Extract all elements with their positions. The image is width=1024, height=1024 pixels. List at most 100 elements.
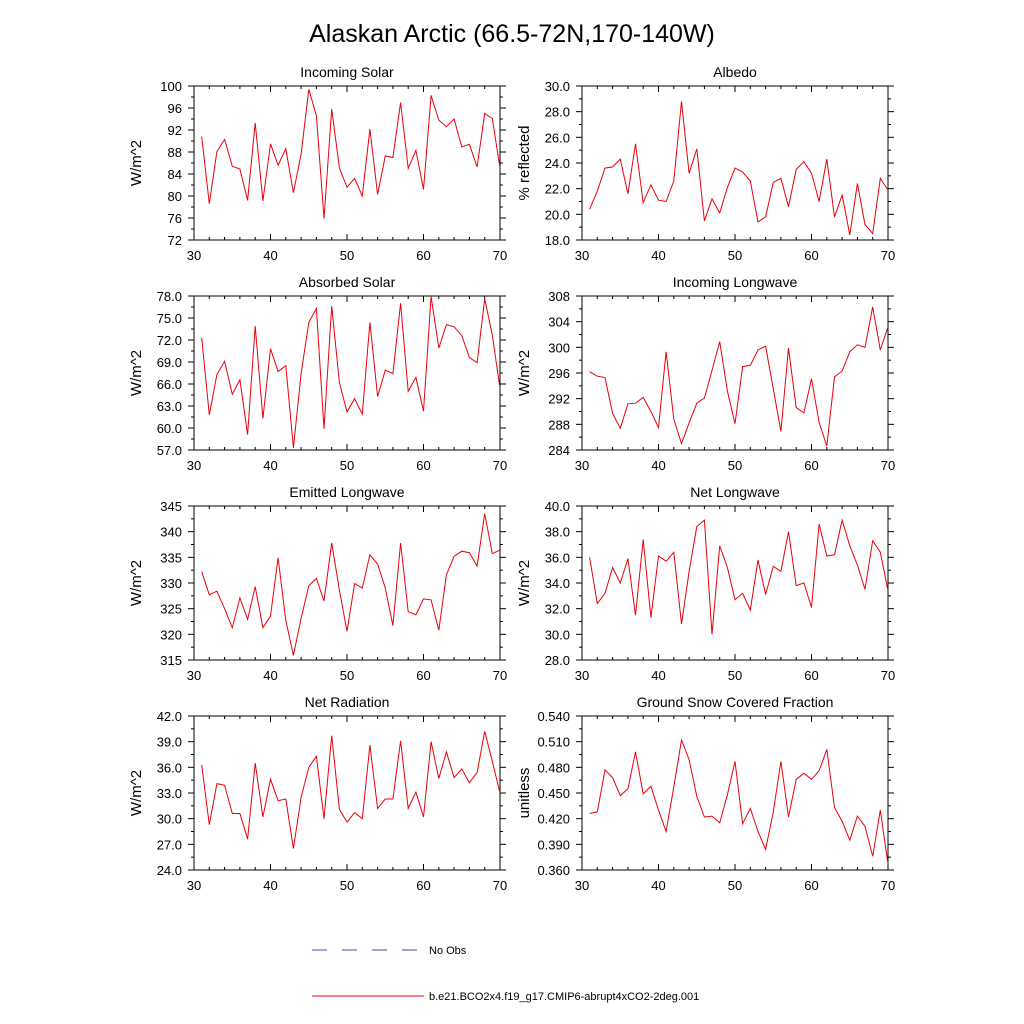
y-tick-label: 76 [168, 211, 182, 226]
x-tick-label: 60 [416, 668, 430, 683]
y-axis-label: unitless [516, 768, 533, 819]
plot-frame [581, 85, 889, 241]
y-tick-label: 288 [548, 417, 570, 432]
x-tick-label: 60 [804, 878, 818, 893]
y-tick-label: 36.0 [157, 760, 182, 775]
x-tick-label: 60 [804, 458, 818, 473]
y-tick-label: 20.0 [545, 207, 570, 222]
x-tick-label: 60 [804, 248, 818, 263]
x-tick-label: 30 [187, 878, 201, 893]
x-tick-label: 50 [340, 668, 354, 683]
y-tick-label: 30.0 [545, 627, 570, 642]
y-tick-label: 0.420 [537, 812, 570, 827]
panel-title: Emitted Longwave [289, 484, 404, 500]
x-tick-label: 70 [493, 458, 507, 473]
x-tick-label: 70 [881, 668, 895, 683]
y-tick-label: 96 [168, 101, 182, 116]
x-tick-label: 60 [804, 668, 818, 683]
y-tick-label: 72.0 [157, 333, 182, 348]
y-tick-label: 28.0 [545, 653, 570, 668]
y-axis-label: W/m^2 [516, 560, 533, 606]
x-tick-label: 40 [263, 878, 277, 893]
x-tick-label: 70 [881, 248, 895, 263]
legend-label-no-obs: No Obs [429, 945, 467, 957]
y-tick-label: 24.0 [157, 863, 182, 878]
panel-title: Ground Snow Covered Fraction [637, 694, 834, 710]
panel-title: Albedo [713, 64, 757, 80]
y-tick-label: 38.0 [545, 525, 570, 540]
x-tick-label: 40 [263, 668, 277, 683]
y-tick-label: 300 [548, 340, 570, 355]
y-tick-label: 63.0 [157, 399, 182, 414]
x-tick-label: 60 [416, 458, 430, 473]
x-tick-label: 50 [728, 248, 742, 263]
x-tick-label: 30 [575, 458, 589, 473]
y-tick-label: 0.480 [537, 760, 570, 775]
x-tick-label: 40 [651, 878, 665, 893]
x-tick-label: 70 [493, 668, 507, 683]
x-tick-label: 70 [881, 458, 895, 473]
y-tick-label: 34.0 [545, 576, 570, 591]
y-tick-label: 315 [160, 653, 182, 668]
y-tick-label: 304 [548, 315, 570, 330]
y-tick-label: 100 [160, 79, 182, 94]
panel-ground-snow-covered-fraction: Ground Snow Covered Fraction unitless 30 40… [516, 694, 895, 893]
y-tick-label: 26.0 [545, 130, 570, 145]
x-tick-label: 50 [340, 248, 354, 263]
plot-frame [193, 85, 501, 241]
y-tick-label: 22.0 [545, 182, 570, 197]
x-tick-label: 30 [575, 668, 589, 683]
y-tick-label: 335 [160, 550, 182, 565]
y-tick-label: 39.0 [157, 735, 182, 750]
y-tick-label: 0.540 [537, 709, 570, 724]
y-tick-label: 92 [168, 123, 182, 138]
y-tick-label: 33.0 [157, 786, 182, 801]
y-tick-label: 345 [160, 499, 182, 514]
y-tick-label: 27.0 [157, 837, 182, 852]
figure-title: Alaskan Arctic (66.5-72N,170-140W) [309, 20, 715, 48]
y-tick-label: 40.0 [545, 499, 570, 514]
panel-title: Incoming Longwave [673, 274, 798, 290]
x-tick-label: 60 [416, 878, 430, 893]
y-tick-label: 325 [160, 602, 182, 617]
x-tick-label: 50 [728, 668, 742, 683]
panel-title: Incoming Solar [300, 64, 394, 80]
series-line-absorbed-solar [201, 296, 501, 448]
legend: No Obs b.e21.BCO2x4.f19_g17.CMIP6-abrupt… [312, 945, 699, 1003]
y-tick-label: 18.0 [545, 233, 570, 248]
panel-albedo: Albedo % reflected 30 40 50 60 70 18.0 20.0 22.0 2… [516, 64, 895, 263]
y-axis-label: W/m^2 [128, 350, 145, 396]
y-axis-label: % reflected [516, 125, 533, 200]
y-tick-label: 80 [168, 189, 182, 204]
plot-frame [193, 295, 501, 451]
y-axis-label: W/m^2 [128, 560, 145, 606]
y-tick-label: 36.0 [545, 550, 570, 565]
panel-net-radiation: Net Radiation W/m^2 30 40 50 60 70 24.0 27.0 30.0… [128, 694, 507, 893]
x-tick-label: 30 [575, 248, 589, 263]
x-tick-label: 40 [263, 248, 277, 263]
panel-title: Net Radiation [305, 694, 390, 710]
panel-net-longwave: Net Longwave W/m^2 30 40 50 60 70 28.0 30.0 32.0 3… [516, 484, 895, 683]
panel-emitted-longwave: Emitted Longwave W/m^2 30 40 50 60 70 315 320 325… [128, 484, 507, 683]
x-tick-label: 30 [187, 248, 201, 263]
y-tick-label: 75.0 [157, 311, 182, 326]
panel-grid: Incoming Solar W/m^2 30 40 50 60 70 72 76 80 84 88 9… [128, 64, 895, 893]
x-tick-label: 30 [187, 668, 201, 683]
y-tick-label: 72 [168, 233, 182, 248]
y-tick-label: 330 [160, 576, 182, 591]
y-tick-label: 0.360 [537, 863, 570, 878]
series-line-emitted-longwave [201, 513, 501, 656]
x-tick-label: 40 [651, 668, 665, 683]
plot-frame [581, 295, 889, 451]
y-tick-label: 84 [168, 167, 182, 182]
x-tick-label: 40 [263, 458, 277, 473]
y-tick-label: 28.0 [545, 105, 570, 120]
x-tick-label: 50 [728, 878, 742, 893]
y-axis-label: W/m^2 [128, 140, 145, 186]
y-axis-label: W/m^2 [516, 350, 533, 396]
y-tick-label: 88 [168, 145, 182, 160]
panel-title: Absorbed Solar [299, 274, 396, 290]
y-tick-label: 57.0 [157, 443, 182, 458]
x-tick-label: 50 [340, 878, 354, 893]
